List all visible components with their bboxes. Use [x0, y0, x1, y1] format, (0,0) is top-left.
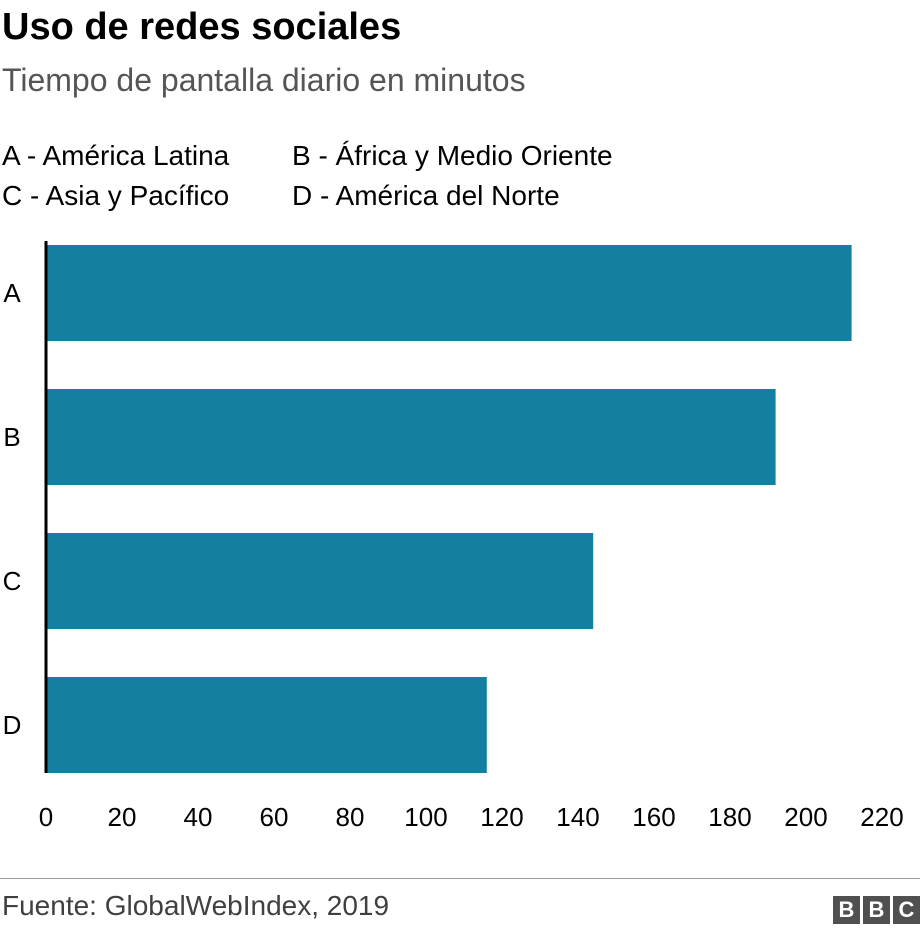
legend-item-d: D - América del Norte — [292, 180, 560, 211]
category-label: A — [3, 278, 21, 308]
x-tick-label: 220 — [860, 802, 903, 832]
legend-item-c: C - Asia y Pacífico — [2, 180, 230, 211]
legend-item-a: A - América Latina — [2, 140, 230, 171]
source-note: Fuente: GlobalWebIndex, 2019 — [2, 890, 390, 921]
x-tick-label: 100 — [404, 802, 447, 832]
chart-subtitle: Tiempo de pantalla diario en minutos — [2, 62, 526, 98]
chart-title: Uso de redes sociales — [2, 6, 402, 48]
bbc-logo: B B C — [833, 896, 920, 924]
x-tick-label: 20 — [108, 802, 137, 832]
bar-b — [46, 389, 776, 485]
x-tick-label: 80 — [336, 802, 365, 832]
x-tick-label: 160 — [632, 802, 675, 832]
legend-row: C - Asia y Pacífico D - América del Nort… — [2, 176, 613, 216]
footer-divider — [0, 878, 920, 879]
bar-d — [46, 677, 487, 773]
x-tick-label: 0 — [39, 802, 53, 832]
logo-block: B — [863, 896, 890, 924]
category-legend: A - América Latina B - África y Medio Or… — [2, 136, 613, 216]
x-tick-label: 60 — [260, 802, 289, 832]
x-tick-label: 120 — [480, 802, 523, 832]
bar-a — [46, 245, 852, 341]
category-label: D — [3, 710, 22, 740]
legend-row: A - América Latina B - África y Medio Or… — [2, 136, 613, 176]
bar-chart: A B C D 0 20 40 60 80 100 120 140 160 180 200 220 — [3, 241, 904, 832]
x-tick-label: 140 — [556, 802, 599, 832]
category-label: B — [3, 422, 20, 452]
logo-block: C — [893, 896, 920, 924]
bar-c — [46, 533, 594, 629]
category-label: C — [3, 566, 22, 596]
legend-item-b: B - África y Medio Oriente — [292, 140, 613, 171]
logo-block: B — [833, 896, 860, 924]
x-tick-label: 180 — [708, 802, 751, 832]
x-tick-label: 200 — [784, 802, 827, 832]
x-tick-label: 40 — [184, 802, 213, 832]
